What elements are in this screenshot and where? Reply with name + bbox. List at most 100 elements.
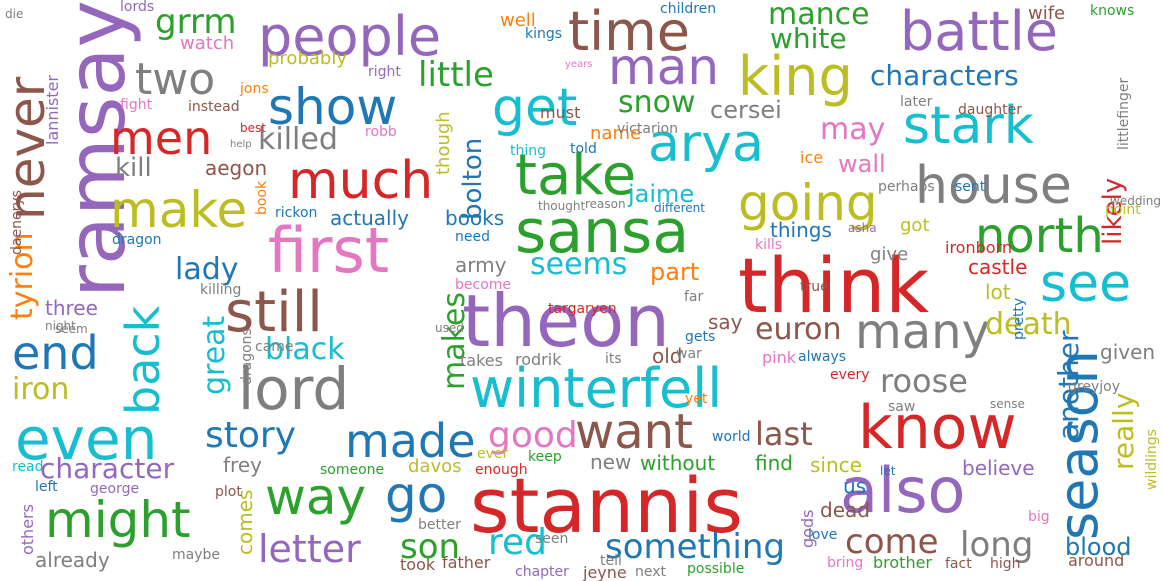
word-came: came [255,339,294,355]
word-man: man [608,38,720,96]
word-ever: ever [477,446,509,462]
word-keep: keep [528,449,562,465]
word-black: black [265,332,345,367]
word-chapter: chapter [515,564,569,580]
word-become: become [455,277,512,293]
word-really: really [1107,392,1140,470]
word-white: white [770,22,847,55]
word-pretty: pretty [1011,297,1027,340]
word-takes: takes [460,351,503,370]
word-better: better [418,517,461,533]
word-fact: fact [945,556,972,572]
word-tell: tell [600,553,622,569]
word-men: men [110,111,213,165]
word-robb: robb [365,124,397,140]
word-stark: stark [903,96,1034,156]
word-believe: believe [962,456,1035,480]
word-back: back [116,305,170,415]
word-wedding: wedding [1110,194,1161,208]
word-always: always [798,349,847,365]
word-also: also [840,454,966,527]
word-many: many [855,304,990,360]
word-george: george [90,481,140,497]
word-books: books [445,206,505,230]
word-help: help [230,139,252,150]
word-daughter: daughter [958,102,1022,118]
word-long: long [960,525,1034,565]
word-two: two [135,54,216,105]
word-killed: killed [258,122,338,157]
word-jeyne: jeyne [583,563,627,581]
word-old: old [652,344,683,368]
word-every: every [830,367,870,383]
word-others: others [18,504,37,555]
word-aegon: aegon [205,156,268,180]
word-though: though [433,111,454,175]
word-theon: theon [462,279,670,363]
word-actually: actually [330,206,409,230]
word-different: different [654,201,705,215]
word-greyjoy: greyjoy [1068,379,1120,395]
word-blood: blood [1065,533,1132,561]
word-perhaps: perhaps [878,179,935,195]
word-wall: wall [838,150,886,178]
word-possible: possible [687,561,745,577]
word-find: find [755,451,793,475]
word-lord: lord [238,355,350,423]
word-saw: saw [888,399,916,415]
word-dead: dead [820,498,870,522]
word-die: die [5,7,24,21]
word-world: world [712,429,751,445]
word-already: already [35,548,110,572]
word-watch: watch [180,33,235,54]
word-little: little [418,55,494,95]
word-sent: sent [955,179,986,195]
word-character: character [40,452,175,485]
word-made: made [345,414,476,468]
word-mance: mance [768,0,870,32]
word-its: its [605,351,622,367]
word-lot: lot [985,280,1011,304]
word-end: end [12,326,99,380]
word-story: story [205,415,297,456]
word-things: things [770,218,832,242]
word-since: since [810,453,862,477]
word-true: true [800,279,829,295]
word-fight: fight [120,97,153,113]
word-give: give [870,244,909,265]
word-us: us [843,474,867,498]
word-victarion: victarion [617,121,679,137]
word-reason: reason [585,197,626,211]
word-killing: killing [200,282,242,298]
word-someone: someone [320,462,385,478]
word-littlefinger: littlefinger [1116,77,1132,150]
word-next: next [635,564,667,580]
word-thing: thing [510,143,547,159]
word-lords: lords [120,0,155,15]
word-iron: iron [12,372,70,407]
word-night: night [45,319,76,333]
word-think: think [738,241,930,330]
word-book: book [254,180,270,215]
word-show: show [268,78,398,136]
word-far: far [684,289,704,305]
word-characters: characters [870,59,1019,92]
word-must: must [540,103,581,122]
word-given: given [1100,340,1156,364]
word-red: red [488,522,548,563]
word-left: left [35,479,58,495]
word-lannister: lannister [43,74,62,145]
word-father: father [442,553,491,572]
word-go: go [385,466,448,524]
word-son: son [400,527,461,567]
word-dragons: dragons [239,328,255,385]
word-cersei: cersei [710,96,782,124]
word-kings: kings [525,26,563,42]
word-maybe: maybe [172,547,221,563]
word-love: love [808,527,838,543]
word-people: people [258,5,442,68]
word-asha: asha [848,221,877,235]
word-took: took [400,555,436,574]
word-seems: seems [530,247,628,282]
